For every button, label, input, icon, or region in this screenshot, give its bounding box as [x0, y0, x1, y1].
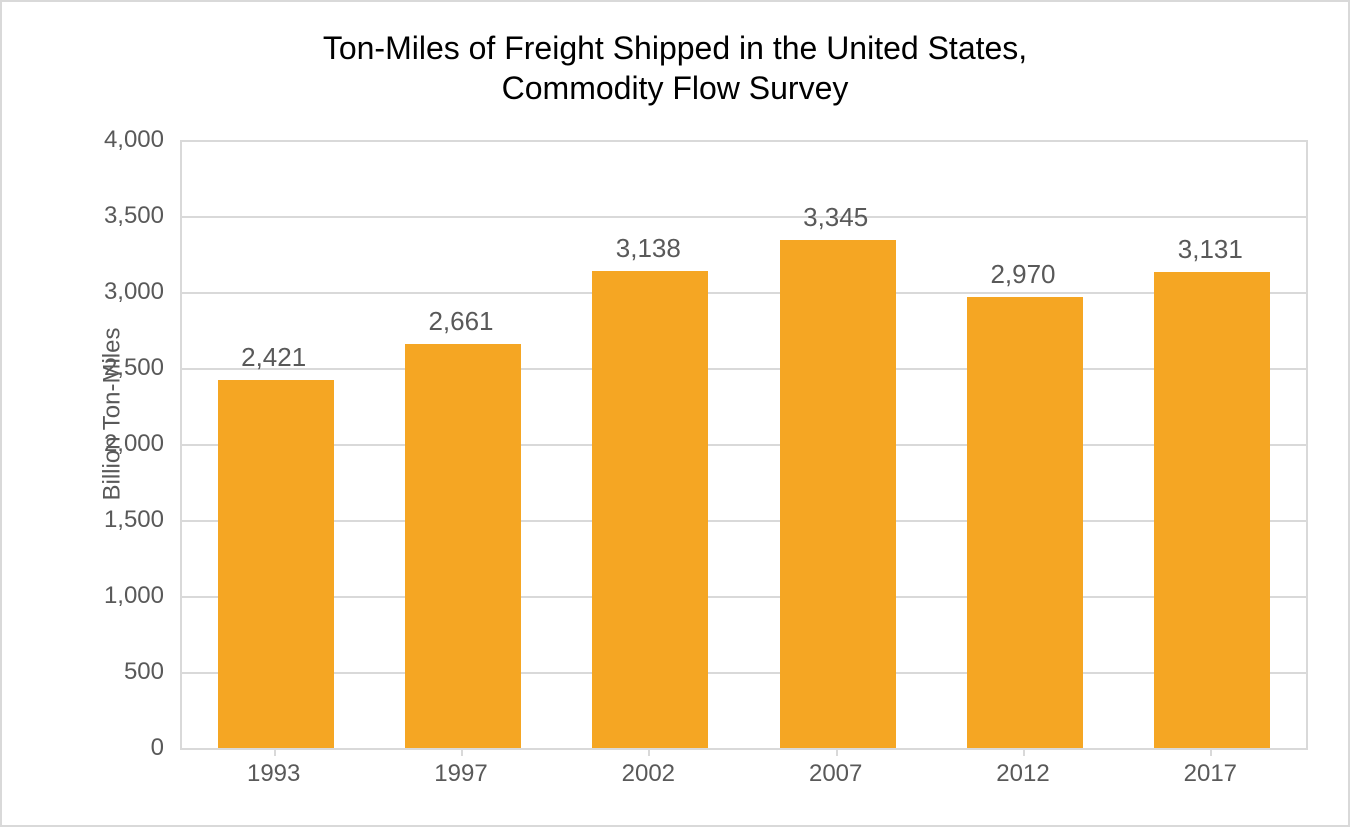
y-axis-label: Billion Ton-Miles	[98, 327, 126, 500]
y-tick-label: 3,500	[2, 202, 164, 230]
x-tick-label: 2017	[1117, 760, 1304, 788]
bar-value-label: 2,421	[180, 342, 367, 373]
bar	[592, 271, 708, 748]
x-tick-label: 2012	[929, 760, 1116, 788]
y-tick-label: 1,500	[2, 506, 164, 534]
y-tick-label: 4,000	[2, 126, 164, 154]
y-tick-label: 500	[2, 658, 164, 686]
y-tick-label: 3,000	[2, 278, 164, 306]
bar-value-label: 3,138	[555, 233, 742, 264]
bar	[1154, 272, 1270, 748]
chart-title: Ton-Miles of Freight Shipped in the Unit…	[2, 28, 1348, 108]
x-tick-mark	[836, 748, 838, 756]
y-tick-label: 1,000	[2, 582, 164, 610]
chart-frame: Ton-Miles of Freight Shipped in the Unit…	[0, 0, 1350, 827]
x-tick-mark	[1210, 748, 1212, 756]
gridline	[182, 444, 1306, 446]
gridline	[182, 292, 1306, 294]
bar-value-label: 2,970	[929, 259, 1116, 290]
bar	[405, 344, 521, 748]
bar	[218, 380, 334, 748]
gridline	[182, 672, 1306, 674]
y-tick-label: 0	[2, 734, 164, 762]
bar	[967, 297, 1083, 748]
x-tick-label: 1997	[367, 760, 554, 788]
x-tick-label: 1993	[180, 760, 367, 788]
chart-title-line2: Commodity Flow Survey	[502, 70, 849, 106]
x-tick-mark	[1023, 748, 1025, 756]
x-tick-label: 2002	[555, 760, 742, 788]
x-tick-mark	[648, 748, 650, 756]
y-tick-label: 2,500	[2, 354, 164, 382]
gridline	[182, 596, 1306, 598]
chart-title-line1: Ton-Miles of Freight Shipped in the Unit…	[323, 30, 1027, 66]
bar-value-label: 2,661	[367, 306, 554, 337]
x-tick-mark	[461, 748, 463, 756]
x-tick-mark	[274, 748, 276, 756]
gridline	[182, 520, 1306, 522]
bar-value-label: 3,131	[1117, 234, 1304, 265]
gridline	[182, 140, 1306, 142]
y-tick-label: 2,000	[2, 430, 164, 458]
bar	[780, 240, 896, 748]
x-tick-label: 2007	[742, 760, 929, 788]
bar-value-label: 3,345	[742, 202, 929, 233]
